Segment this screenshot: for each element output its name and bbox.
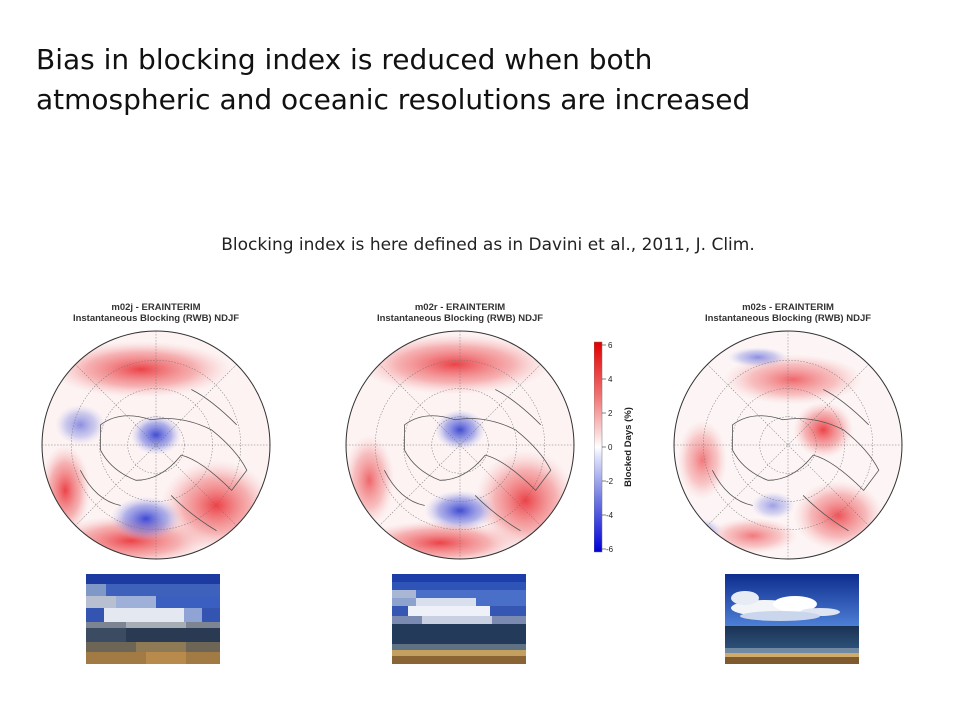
map-title: m02j - ERAINTERIM <box>111 302 201 313</box>
colorbar-tick: -2 <box>606 477 614 486</box>
colorbar-tick: -4 <box>606 511 614 520</box>
blocking-map-m02r: m02r - ERAINTERIM Instantaneous Blocking… <box>340 302 580 561</box>
map-subtitle: Instantaneous Blocking (RWB) NDJF <box>704 313 872 324</box>
polar-map <box>345 330 575 560</box>
colorbar-label: Blocked Days (%) <box>623 407 634 487</box>
polar-map <box>673 330 903 560</box>
title-line-1: Bias in blocking index is reduced when b… <box>36 43 653 76</box>
title-line-2: atmospheric and oceanic resolutions are … <box>36 83 751 116</box>
colorbar: 6 4 2 0 -2 -4 -6 Blocked Days (%) <box>593 340 654 555</box>
map-subtitle: Instantaneous Blocking (RWB) NDJF <box>72 313 240 324</box>
colorbar-tick: 6 <box>608 341 613 350</box>
blocking-map-m02s: m02s - ERAINTERIM Instantaneous Blocking… <box>668 302 908 561</box>
slide-title: Bias in blocking index is reduced when b… <box>36 40 916 120</box>
map-subtitle: Instantaneous Blocking (RWB) NDJF <box>376 313 544 324</box>
thumbnail-medium-resolution <box>392 574 526 664</box>
map-title: m02s - ERAINTERIM <box>742 302 834 313</box>
colorbar-scale: 6 4 2 0 -2 -4 -6 Blocked Days (%) <box>593 341 634 554</box>
thumbnail-low-resolution <box>86 574 220 664</box>
colorbar-tick: 0 <box>608 443 613 452</box>
colorbar-tick: -6 <box>606 545 614 554</box>
polar-map <box>41 330 271 560</box>
colorbar-tick: 2 <box>608 409 613 418</box>
map-title: m02r - ERAINTERIM <box>414 302 506 313</box>
thumbnail-high-resolution <box>725 574 859 664</box>
blocking-map-m02j: m02j - ERAINTERIM Instantaneous Blocking… <box>36 302 276 561</box>
slide-subtitle: Blocking index is here defined as in Dav… <box>221 235 755 255</box>
colorbar-tick: 4 <box>608 375 613 384</box>
